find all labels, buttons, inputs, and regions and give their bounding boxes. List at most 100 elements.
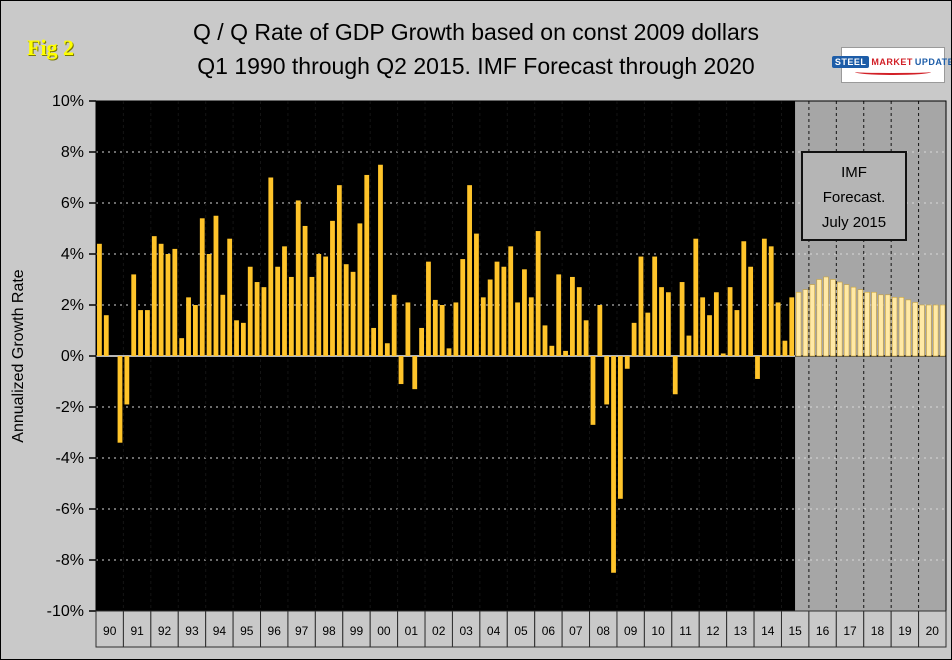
bar-2003-Q3: [467, 185, 472, 356]
bar-2005-Q4: [528, 297, 534, 356]
bar-2007-Q4: [583, 320, 589, 356]
bar-2000-Q1: [371, 327, 377, 356]
bar-2016-Q2: [816, 279, 822, 357]
y-tick-label: -10%: [47, 603, 84, 620]
bar-2018-Q2: [871, 291, 877, 357]
bar-2016-Q3: [823, 276, 829, 357]
x-year-label: 91: [130, 624, 144, 638]
bar-2003-Q2: [460, 259, 466, 356]
bar-2012-Q2: [707, 315, 712, 356]
bar-2008-Q4: [611, 356, 616, 573]
x-year-label: 01: [405, 624, 419, 638]
bar-1992-Q3: [165, 254, 171, 356]
x-year-cell: [95, 610, 124, 648]
x-year-cell: [890, 610, 920, 648]
x-year-label: 09: [624, 624, 638, 638]
bar-2019-Q2: [898, 297, 905, 357]
bar-1998-Q2: [323, 256, 329, 356]
bar-1999-Q4: [364, 174, 370, 356]
imf-forecast-line-3: July 2015: [821, 214, 887, 231]
bar-2014-Q4: [775, 302, 781, 356]
bar-2001-Q1: [398, 356, 404, 385]
bar-2014-Q3: [768, 246, 774, 356]
x-year-label: 95: [240, 624, 254, 638]
x-year-cell: [205, 610, 234, 648]
steel-market-update-logo: STEEL MARKET UPDATE: [831, 47, 951, 83]
bar-1993-Q1: [179, 338, 185, 356]
y-tick-label: 6%: [61, 195, 84, 212]
x-year-cell: [479, 610, 508, 648]
bar-2007-Q3: [576, 287, 582, 356]
bar-2004-Q3: [494, 261, 500, 356]
bar-1993-Q4: [199, 218, 205, 356]
bar-2005-Q2: [515, 302, 520, 356]
bar-2008-Q3: [604, 356, 610, 405]
bar-1996-Q2: [268, 177, 274, 356]
x-year-cell: [835, 610, 865, 648]
bar-2011-Q3: [686, 335, 692, 356]
y-tick-label: 2%: [61, 297, 84, 314]
imf-forecast-line-1: IMF: [841, 164, 867, 181]
bar-2002-Q4: [446, 348, 452, 356]
bar-2008-Q1: [590, 356, 596, 425]
bar-1991-Q2: [131, 274, 137, 356]
logo-text-row: STEEL MARKET UPDATE: [831, 55, 951, 68]
x-year-cell: [863, 610, 892, 648]
chart-title-line-1: Q / Q Rate of GDP Growth based on const …: [193, 19, 759, 45]
bar-2013-Q3: [741, 241, 747, 356]
x-year-label: 97: [295, 624, 309, 638]
x-year-cell: [314, 610, 344, 648]
bar-2015-Q4: [802, 289, 809, 357]
x-year-cell: [561, 610, 591, 648]
y-axis-title: Annualized Growth Rate: [10, 269, 27, 443]
bar-1995-Q3: [247, 266, 253, 356]
bar-1995-Q4: [254, 282, 260, 356]
bar-2020-Q3: [933, 304, 939, 357]
bar-2010-Q4: [665, 292, 671, 356]
x-year-cell: [424, 610, 453, 648]
x-year-label: 03: [459, 624, 473, 638]
bar-2014-Q1: [755, 356, 760, 379]
x-year-cell: [177, 610, 207, 648]
figure-label: Fig 2: [27, 35, 75, 60]
bar-1994-Q2: [213, 215, 219, 356]
bar-2015-Q2: [789, 297, 795, 356]
bar-2009-Q4: [638, 256, 644, 356]
x-year-label: 96: [268, 624, 282, 638]
x-year-label: 94: [213, 624, 227, 638]
y-tick-label: -4%: [56, 450, 84, 467]
chart-title: Q / Q Rate of GDP Growth based on const …: [1, 15, 951, 83]
x-year-label: 06: [542, 624, 556, 638]
bar-2006-Q2: [542, 325, 548, 356]
bar-1993-Q3: [192, 305, 198, 356]
y-tick-label: 0%: [61, 348, 84, 365]
bar-1991-Q4: [145, 310, 150, 356]
logo-swoosh-icon: [855, 69, 931, 75]
bar-1991-Q3: [138, 310, 143, 356]
bar-1991-Q1: [124, 356, 130, 405]
bar-2017-Q4: [857, 289, 864, 357]
bar-2019-Q4: [912, 302, 918, 357]
x-year-cell: [616, 610, 645, 648]
bar-2002-Q3: [439, 305, 445, 356]
bar-2012-Q1: [700, 297, 706, 356]
bar-1999-Q2: [350, 271, 356, 356]
x-year-label: 19: [898, 624, 912, 638]
bar-2020-Q2: [926, 304, 932, 357]
bar-2004-Q4: [501, 266, 507, 356]
bar-1996-Q3: [275, 266, 281, 356]
bar-2009-Q2: [624, 356, 630, 369]
x-year-cell: [397, 610, 426, 648]
bar-2008-Q2: [597, 305, 603, 356]
chart-title-line-2: Q1 1990 through Q2 2015. IMF Forecast th…: [197, 53, 755, 79]
bar-2019-Q1: [891, 297, 898, 357]
bar-2000-Q4: [391, 294, 397, 356]
x-year-label: 16: [816, 624, 830, 638]
x-year-label: 11: [679, 624, 692, 638]
x-year-label: 18: [871, 624, 885, 638]
bar-2016-Q1: [809, 284, 816, 357]
bar-1992-Q4: [172, 248, 178, 356]
bar-2015-Q1: [782, 340, 788, 356]
